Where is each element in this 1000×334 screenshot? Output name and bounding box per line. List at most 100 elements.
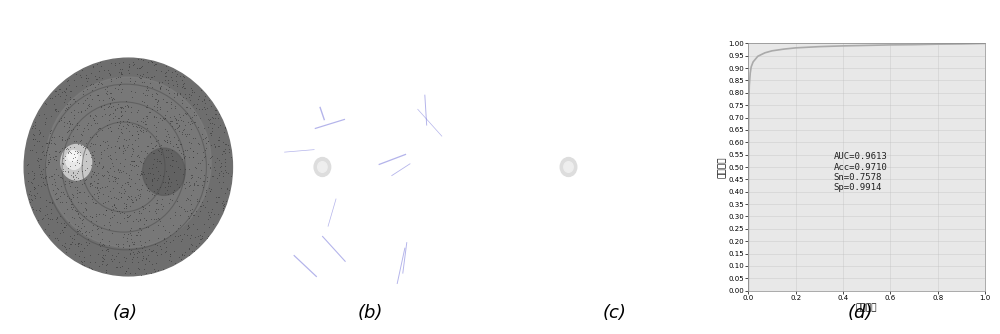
Point — [55, 166, 71, 172]
Point — [89, 121, 105, 126]
X-axis label: 假阳性率: 假阳性率 — [856, 304, 877, 313]
Point — [185, 187, 201, 192]
Point — [184, 87, 200, 93]
Point — [143, 248, 159, 253]
Point — [93, 225, 109, 231]
Point — [69, 194, 85, 200]
Point — [99, 247, 115, 252]
Point — [57, 96, 73, 102]
Point — [112, 120, 128, 125]
Point — [146, 73, 162, 79]
Point — [71, 160, 87, 165]
Point — [159, 139, 175, 144]
Point — [74, 259, 90, 265]
Point — [159, 128, 175, 134]
Point — [97, 184, 113, 189]
Point — [140, 87, 156, 92]
Point — [102, 124, 118, 130]
Point — [180, 225, 196, 230]
Point — [105, 179, 121, 184]
Point — [138, 255, 154, 261]
Point — [61, 124, 77, 129]
Point — [34, 149, 50, 154]
Point — [150, 236, 166, 241]
Point — [122, 228, 138, 233]
Point — [172, 90, 188, 96]
Point — [154, 196, 170, 202]
Point — [72, 72, 88, 78]
Point — [203, 154, 219, 159]
Point — [89, 185, 105, 191]
Point — [59, 145, 75, 150]
Point — [158, 69, 174, 74]
Point — [69, 226, 85, 231]
Point — [215, 148, 231, 153]
Point — [61, 82, 77, 87]
Point — [81, 240, 97, 246]
Point — [41, 200, 57, 205]
Point — [133, 227, 149, 232]
Point — [64, 207, 80, 212]
Point — [40, 221, 56, 226]
Point — [181, 91, 197, 97]
Point — [144, 60, 160, 65]
Point — [52, 230, 68, 236]
Point — [70, 210, 86, 216]
Point — [199, 235, 215, 240]
Point — [158, 238, 174, 243]
Point — [94, 236, 110, 242]
Point — [98, 90, 114, 96]
Point — [126, 209, 142, 215]
Ellipse shape — [61, 145, 92, 180]
Point — [213, 163, 229, 169]
Point — [182, 116, 198, 121]
Point — [184, 174, 200, 180]
Point — [186, 180, 202, 186]
Point — [136, 215, 152, 220]
Point — [92, 186, 108, 191]
Point — [87, 161, 103, 167]
Point — [27, 126, 43, 131]
Point — [203, 142, 219, 148]
Point — [145, 247, 161, 253]
Point — [184, 206, 200, 212]
Point — [164, 163, 180, 169]
Point — [137, 92, 153, 98]
Point — [97, 112, 113, 117]
Point — [47, 107, 63, 113]
Point — [100, 126, 116, 131]
Point — [101, 238, 117, 244]
Point — [145, 161, 161, 166]
Point — [58, 223, 74, 228]
Point — [53, 174, 69, 179]
Point — [113, 69, 129, 74]
Point — [42, 130, 58, 135]
Point — [59, 137, 75, 142]
Point — [27, 193, 43, 199]
Point — [151, 149, 167, 154]
Point — [211, 172, 227, 177]
Point — [122, 184, 138, 189]
Point — [78, 158, 94, 164]
Point — [61, 219, 77, 224]
Point — [41, 140, 57, 146]
Point — [138, 122, 154, 127]
Point — [57, 90, 73, 95]
Point — [115, 241, 131, 246]
Point — [66, 97, 82, 102]
Point — [52, 175, 68, 180]
Point — [153, 151, 169, 156]
Point — [121, 137, 137, 142]
Point — [212, 122, 228, 127]
Point — [179, 208, 195, 213]
Point — [120, 103, 136, 109]
Point — [112, 264, 128, 270]
Point — [77, 177, 93, 183]
Point — [83, 71, 99, 76]
Point — [114, 86, 130, 92]
Point — [102, 156, 118, 161]
Point — [200, 234, 216, 239]
Point — [105, 163, 121, 169]
Point — [171, 129, 187, 134]
Point — [139, 143, 155, 149]
